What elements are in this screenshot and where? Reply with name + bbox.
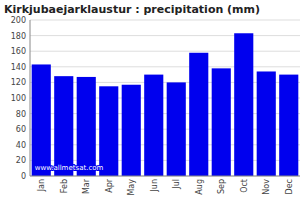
bar [99, 86, 118, 176]
bar [144, 75, 163, 176]
grid-line [30, 176, 300, 177]
x-tick-label: May [127, 179, 136, 196]
y-axis: 0 20 40 60 80 100 120 140 160 180 200 [11, 16, 26, 181]
y-tick-label: 60 [16, 125, 26, 134]
bar [257, 71, 276, 176]
x-tick-label: Feb [60, 179, 69, 193]
bar [234, 33, 253, 176]
x-tick-label: Sep [217, 179, 226, 194]
bar [77, 77, 96, 176]
bar [212, 68, 231, 176]
x-tick-label: Dec [285, 179, 294, 194]
bar [167, 82, 186, 176]
grid-line [30, 20, 300, 21]
x-tick-label: Jan [37, 179, 46, 192]
x-tick-label: Jul [172, 179, 181, 190]
bar [279, 75, 298, 176]
x-tick-label: Apr [105, 178, 114, 193]
x-tick-label: Jun [150, 179, 159, 193]
chart-svg: 0 20 40 60 80 100 120 140 160 180 200 Jan Feb Mar Apr M… [0, 0, 306, 200]
x-tick-label: Nov [262, 179, 271, 195]
grid-line [30, 66, 300, 67]
y-tick-label: 180 [11, 32, 26, 41]
chart-container: 0 20 40 60 80 100 120 140 160 180 200 Jan Feb Mar Apr M… [0, 0, 306, 200]
x-tick-label: Oct [240, 179, 249, 193]
y-tick-label: 20 [16, 156, 26, 165]
bars [32, 33, 299, 176]
grid-line [30, 51, 300, 52]
grid [30, 20, 300, 176]
bar [32, 64, 51, 176]
x-axis-line [30, 176, 300, 177]
grid-line [30, 35, 300, 36]
x-tick-label: Mar [82, 178, 91, 194]
y-tick-label: 120 [11, 78, 26, 87]
y-tick-label: 40 [16, 141, 26, 150]
y-axis-line [30, 20, 31, 176]
bar [122, 85, 141, 176]
bar [54, 76, 73, 176]
y-tick-label: 200 [11, 16, 26, 25]
y-tick-label: 80 [16, 110, 26, 119]
annotation: www.allmetsat.com [35, 164, 104, 172]
x-axis: Jan Feb Mar Apr May Jun Jul Aug Sep Oct Nov Dec [37, 178, 294, 195]
y-tick-label: 100 [11, 94, 26, 103]
y-tick-label: 160 [11, 47, 26, 56]
y-tick-label: 0 [21, 172, 26, 181]
title: Kirkjubaejarklaustur : precipitation (mm… [4, 3, 260, 16]
y-tick-label: 140 [11, 63, 26, 72]
bar [189, 53, 208, 176]
x-tick-label: Aug [195, 179, 204, 195]
